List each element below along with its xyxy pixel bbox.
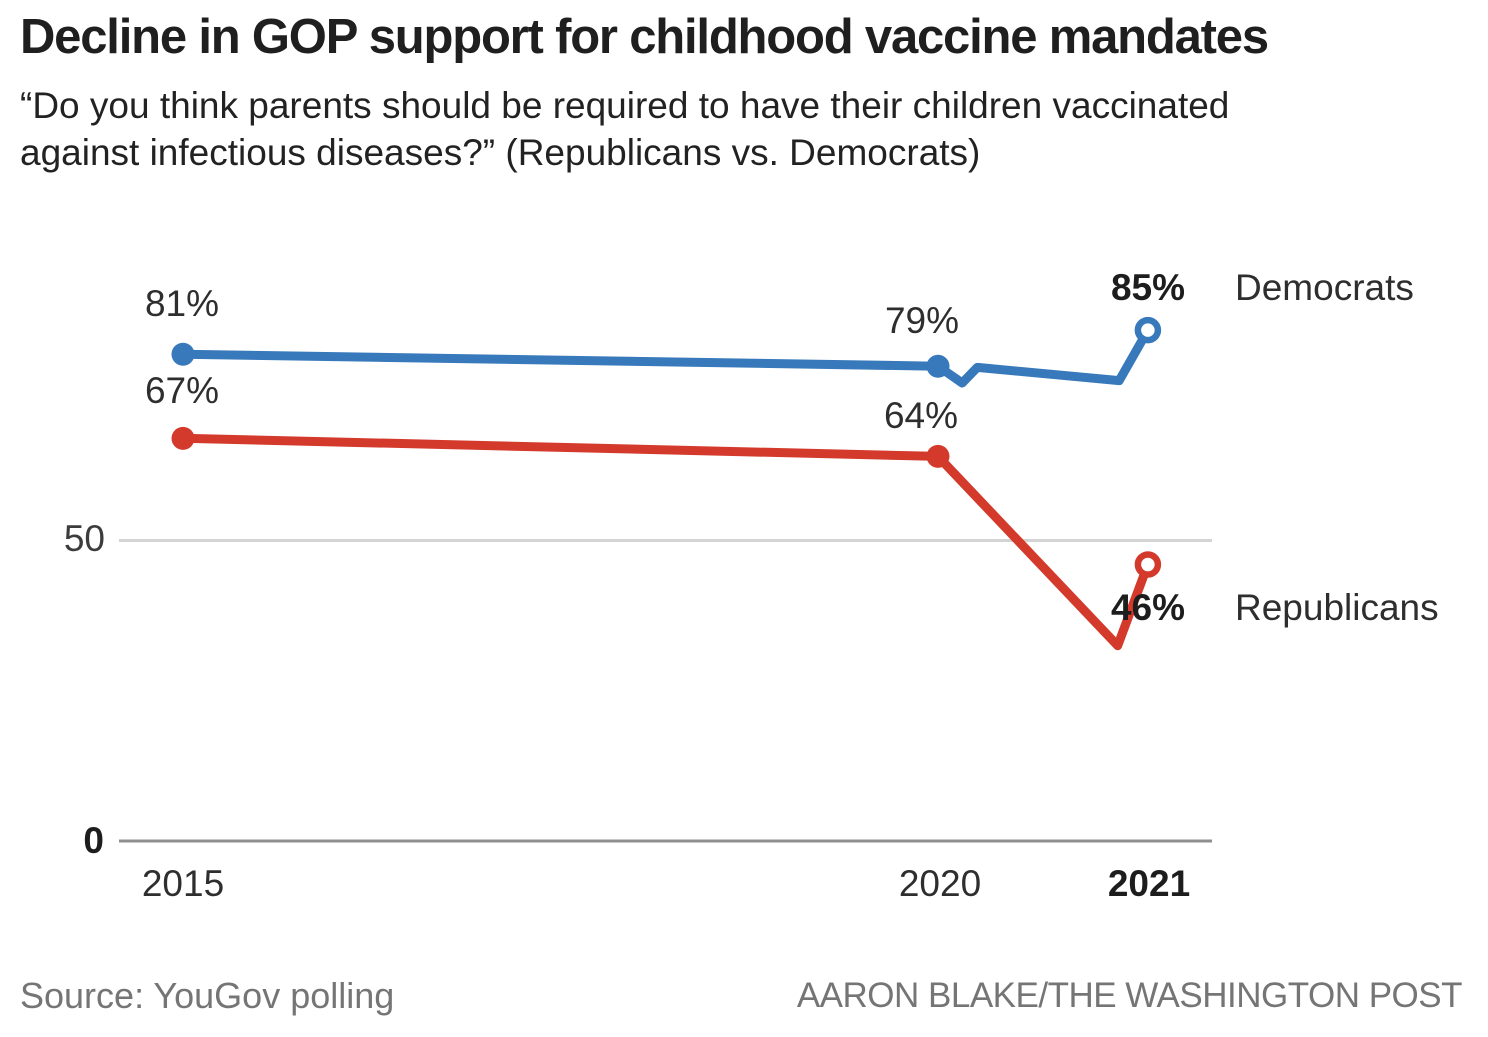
- byline-credit: AARON BLAKE/THE WASHINGTON POST: [796, 976, 1463, 1015]
- page-title: Decline in GOP support for childhood vac…: [20, 10, 1269, 64]
- y-tick-50: 50: [63, 518, 105, 559]
- republicans-open-point: [1134, 551, 1162, 578]
- value-label-rep-2020: 64%: [883, 395, 959, 436]
- value-label-rep-2015: 67%: [144, 370, 220, 411]
- chart-subtitle: “Do you think parents should be required…: [20, 82, 1229, 176]
- subtitle-line-1: “Do you think parents should be required…: [20, 85, 1230, 126]
- x-tick-2020: 2020: [898, 863, 982, 904]
- x-tick-2015: 2015: [141, 863, 225, 904]
- value-label-dem-2015: 81%: [144, 283, 220, 324]
- democrats-point: [926, 354, 950, 378]
- x-tick-2021: 2021: [1107, 863, 1191, 904]
- democrats-open-point: [1134, 316, 1162, 344]
- legend-republicans: Republicans: [1235, 587, 1439, 628]
- y-tick-0: 0: [83, 820, 104, 861]
- source-note: Source: YouGov polling: [20, 975, 395, 1016]
- democrats-point: [171, 342, 195, 366]
- value-label-dem-2020: 79%: [884, 300, 960, 341]
- value-label-dem-2021: 85%: [1110, 267, 1186, 308]
- republicans-point: [926, 444, 950, 468]
- republicans-line: [178, 433, 1153, 651]
- value-label-rep-2021: 46%: [1110, 587, 1186, 628]
- republicans-point: [171, 426, 195, 450]
- democrats-line: [178, 325, 1153, 388]
- legend-democrats: Democrats: [1235, 267, 1414, 308]
- subtitle-line-2: against infectious diseases?” (Republica…: [20, 132, 981, 173]
